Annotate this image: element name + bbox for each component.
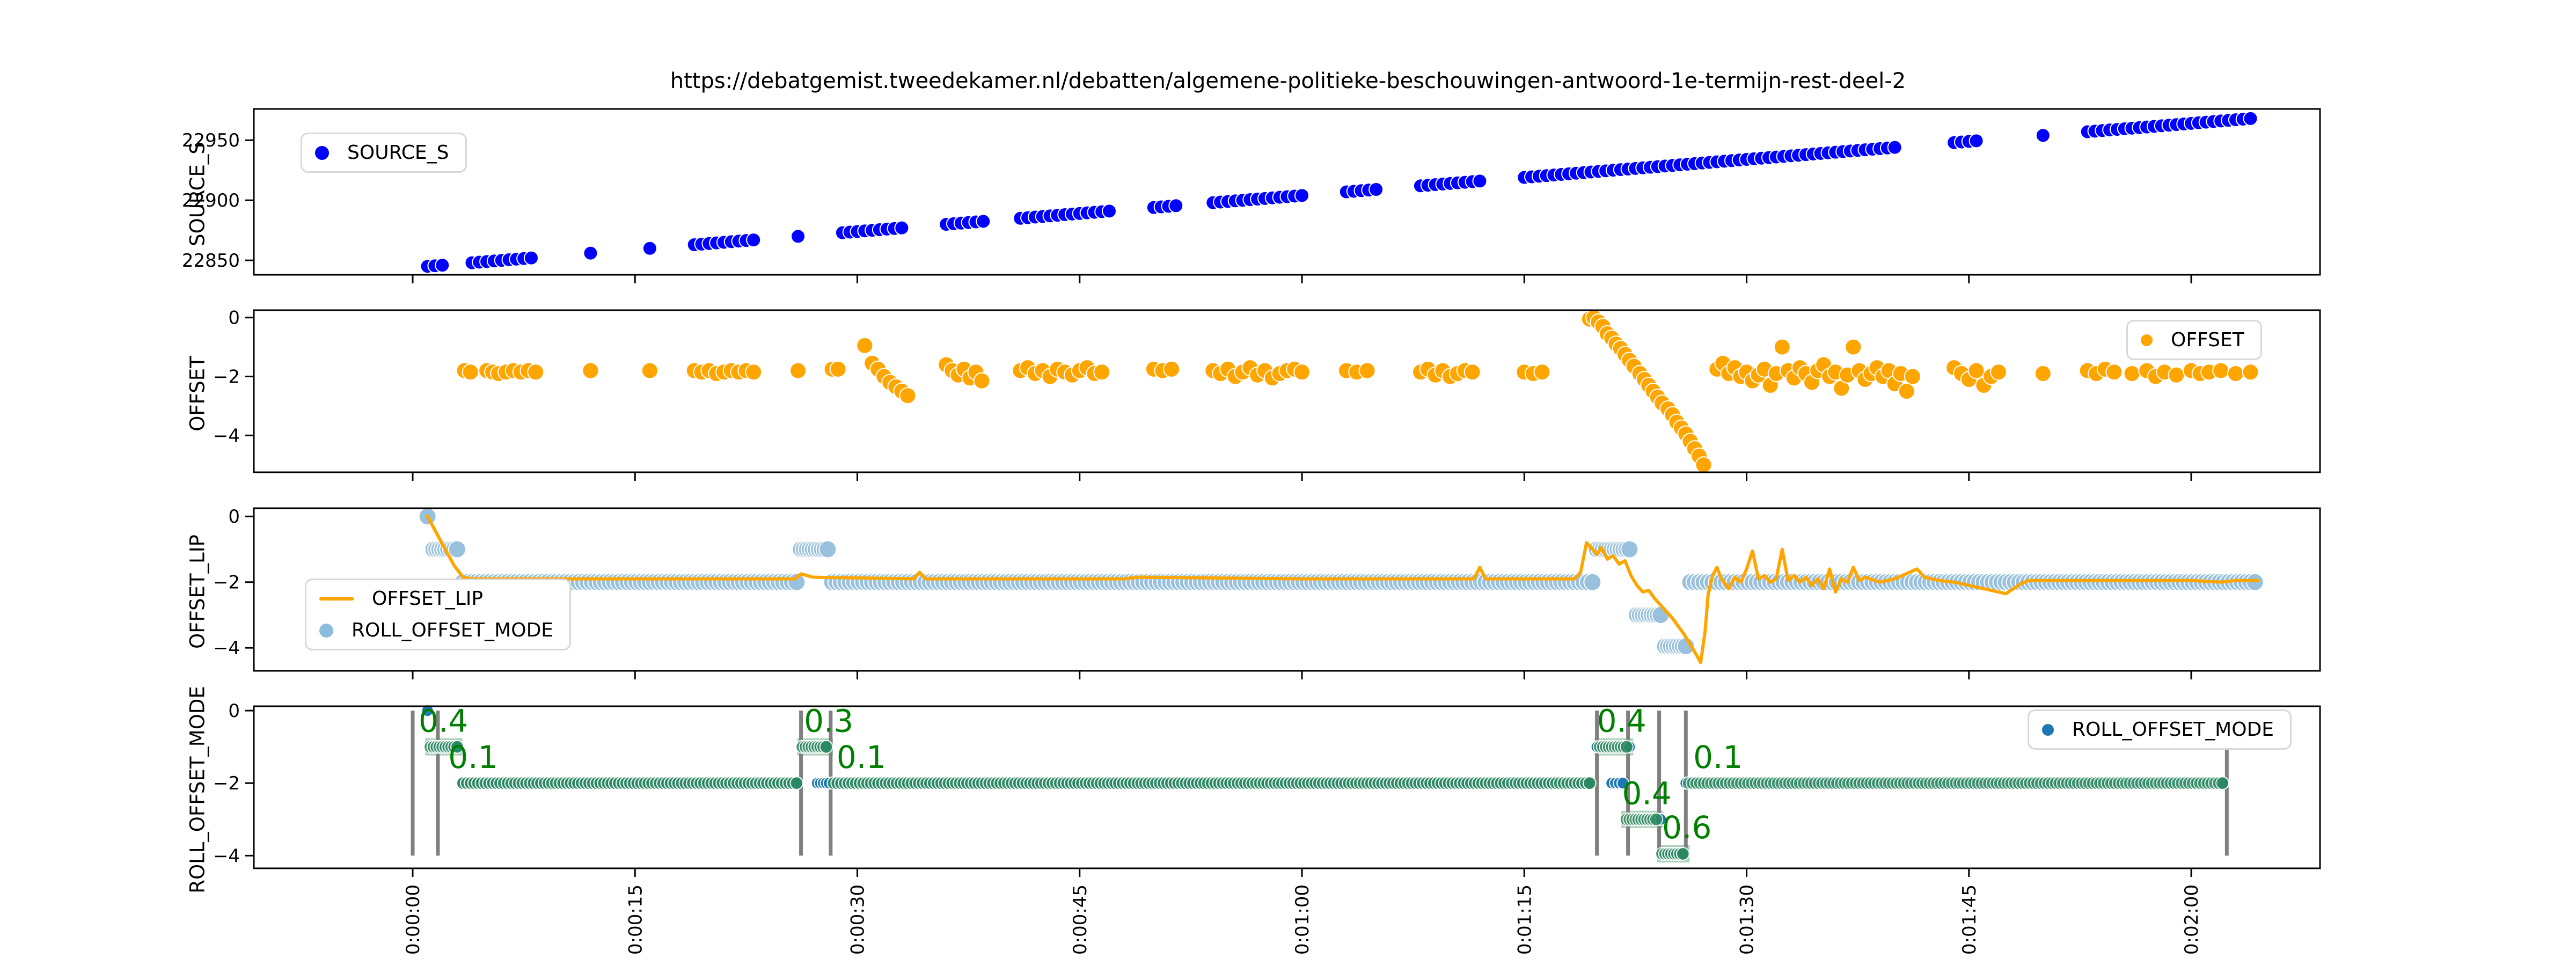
axes-frame	[253, 705, 2321, 869]
y-tick-label: 0	[228, 308, 240, 329]
x-tick-label: 0:01:45	[1959, 884, 1980, 955]
legend-roll-offset-mode: ROLL_OFFSET_MODE	[2028, 709, 2292, 750]
y-tick-label: −4	[213, 425, 240, 447]
legend-label: SOURCE_S	[347, 142, 449, 164]
x-tick-label: 0:02:00	[2181, 884, 2202, 955]
x-tick-label: 0:01:00	[1292, 884, 1313, 955]
y-tick-label: −2	[213, 572, 240, 594]
ylabel-source-s: SOURCE_S	[186, 142, 209, 246]
y-tick-label: 22950	[182, 130, 240, 151]
y-tick-label: −2	[213, 366, 240, 387]
series-mode_overlay	[423, 740, 2230, 861]
y-tick-label: 0	[228, 506, 240, 528]
legend-entry: SOURCE_S	[315, 142, 449, 164]
legend-entry: ROLL_OFFSET_MODE	[2042, 719, 2274, 741]
x-tick-label: 0:01:15	[1514, 884, 1535, 955]
roll-offset-mode-marker-icon	[2042, 723, 2054, 736]
duration-annotation: 0.3	[804, 702, 853, 739]
axes-frame	[253, 507, 2321, 672]
subplot-roll_offset_mode: 0.40.10.30.10.40.10.40.60−2−40:00:00 0:00…	[213, 700, 2321, 955]
legend-offset-lip: OFFSET_LIP ROLL_OFFSET_MODE	[305, 579, 572, 650]
x-tick-label: 0:01:30	[1737, 884, 1758, 955]
legend-entry: ROLL_OFFSET_MODE	[319, 619, 553, 641]
ylabel-roll-offset-mode: ROLL_OFFSET_MODE	[186, 686, 209, 894]
series-roll_offset_mode	[418, 507, 2264, 656]
page-title: https://debatgemist.tweedekamer.nl/debat…	[670, 69, 1906, 93]
y-tick-label: −4	[213, 845, 240, 867]
legend-entry: OFFSET	[2141, 329, 2244, 351]
series-offset	[456, 309, 2259, 474]
x-tick-label: 0:00:45	[1070, 884, 1091, 955]
y-tick-label: −2	[213, 773, 240, 794]
duration-annotation: 0.4	[1622, 775, 1672, 811]
legend-label: ROLL_OFFSET_MODE	[352, 619, 554, 641]
duration-annotation: 0.1	[448, 739, 497, 775]
legend-entry: OFFSET_LIP	[319, 588, 553, 610]
axes-frame	[253, 309, 2321, 473]
y-tick-label: 22850	[182, 250, 240, 272]
x-tick-label: 0:00:15	[625, 884, 646, 955]
legend-label: OFFSET_LIP	[372, 588, 484, 610]
legend-offset: OFFSET	[2126, 320, 2262, 360]
duration-annotation: 0.1	[837, 739, 886, 775]
ylabel-offset: OFFSET	[186, 356, 209, 431]
subplot-source_s: 22850 22900 22950	[182, 108, 2321, 283]
y-tick-label: 22900	[182, 190, 240, 211]
y-tick-label: 0	[228, 700, 240, 722]
duration-annotation: 0.1	[1693, 739, 1743, 775]
source-s-marker-icon	[315, 145, 329, 160]
axes-frame	[253, 108, 2321, 276]
offset-lip-line-marker-icon	[319, 597, 354, 601]
legend-label: OFFSET	[2171, 329, 2244, 351]
x-tick-label: 0:00:30	[847, 884, 869, 955]
duration-annotation: 0.4	[419, 702, 468, 739]
offset-marker-icon	[2141, 334, 2153, 346]
series-source_s	[420, 111, 2258, 274]
legend-label: ROLL_OFFSET_MODE	[2072, 719, 2274, 741]
series-offset_lip	[426, 515, 2260, 664]
subplot-offset_lip: 0 −2 −4	[213, 506, 2321, 679]
legend-source-s: SOURCE_S	[301, 133, 467, 173]
y-tick-label: −4	[213, 638, 240, 659]
duration-annotation: 0.4	[1597, 702, 1646, 739]
subplot-offset: 0 −2 −4	[213, 308, 2321, 481]
roll-offset-mode-marker-icon	[319, 623, 333, 638]
x-tick-label: 0:00:00	[402, 884, 424, 955]
duration-annotation: 0.6	[1662, 809, 1711, 846]
